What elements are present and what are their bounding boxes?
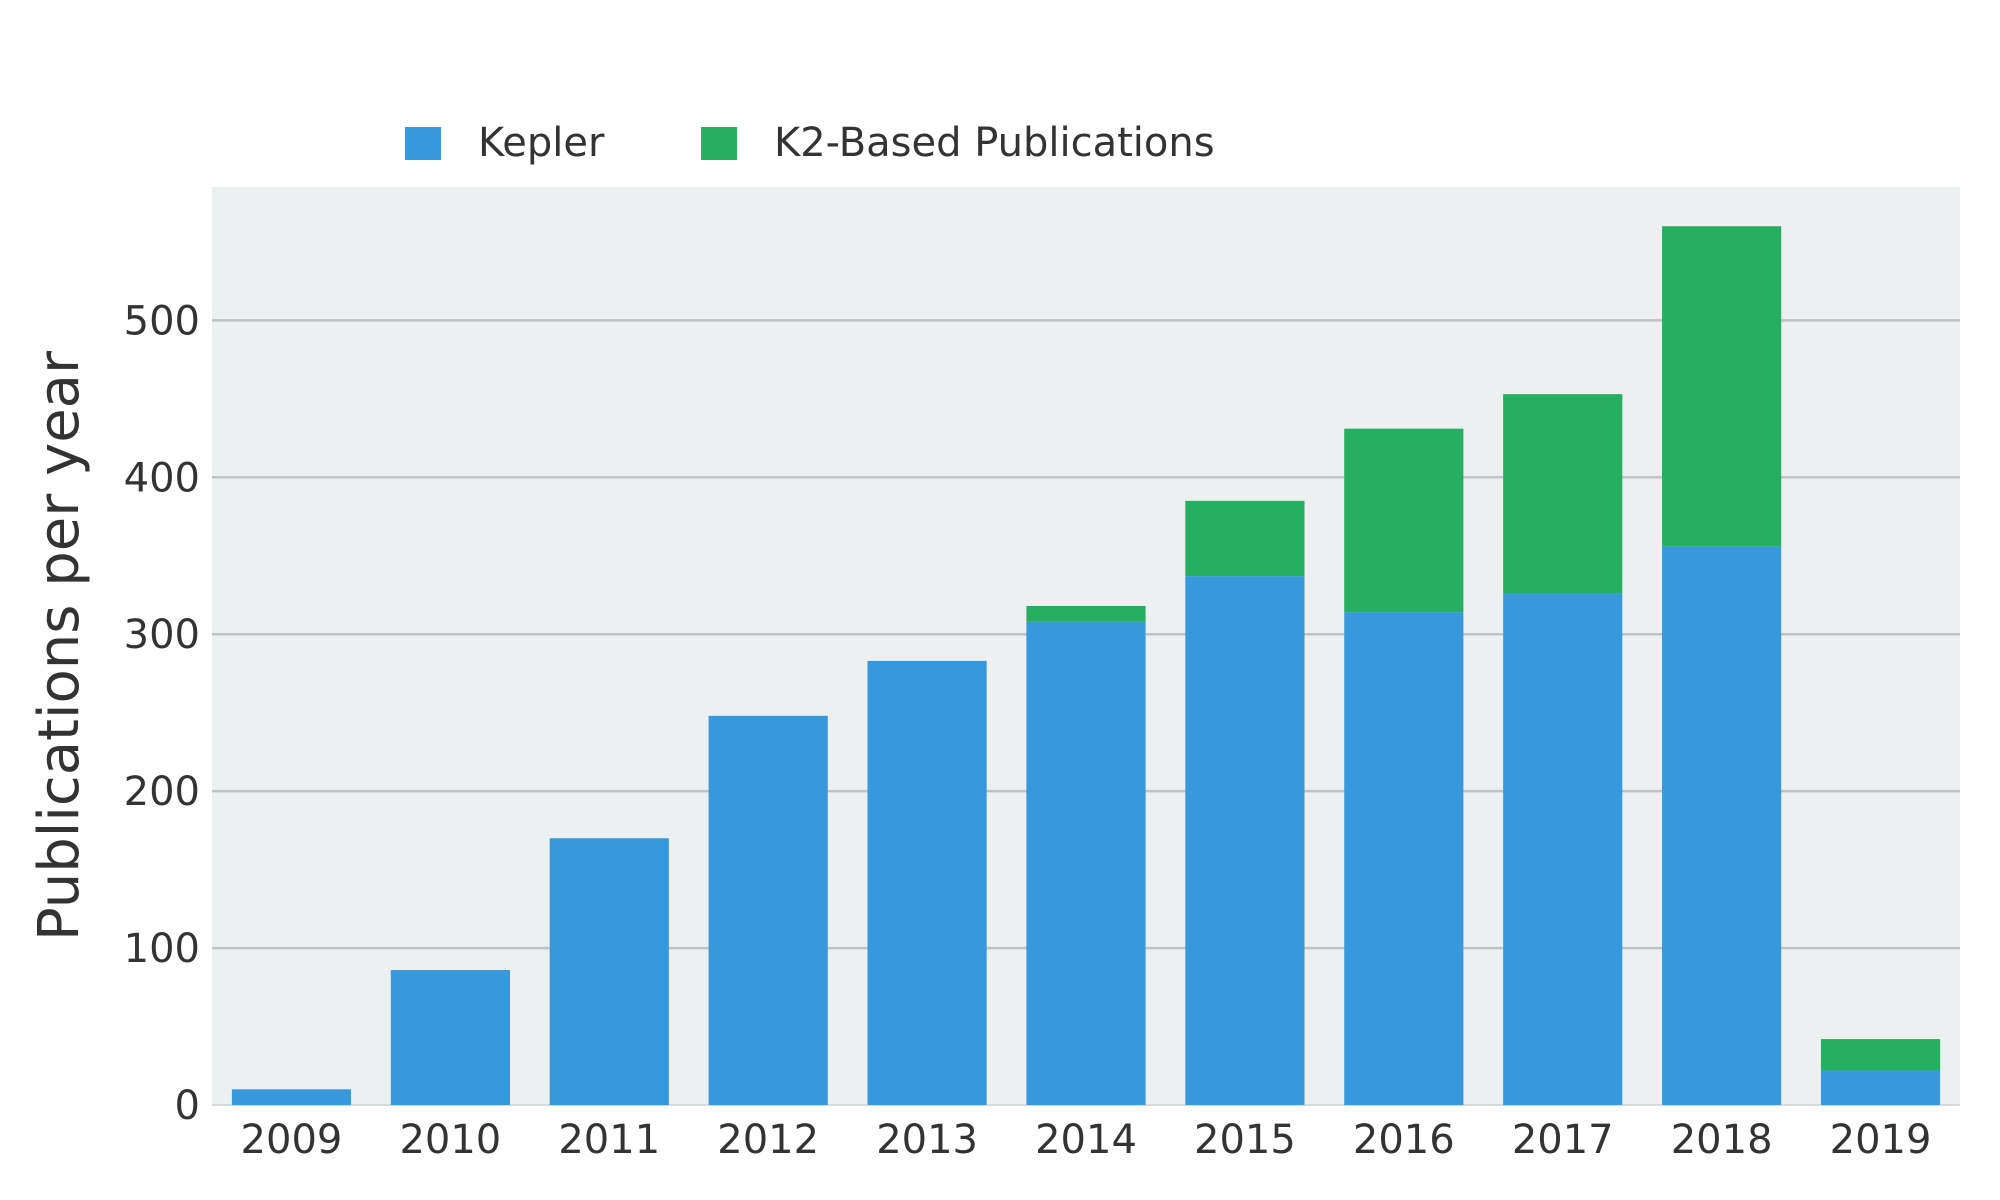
bar-k2-based-publications-2015 <box>1185 500 1305 577</box>
x-tick-label: 2009 <box>241 1117 343 1163</box>
legend: Kepler K2-Based Publications <box>405 120 1215 166</box>
y-tick-labels: 0 100 200 300 400 500 <box>124 298 200 1129</box>
bar-kepler-2013 <box>867 660 987 1105</box>
legend-swatch-0 <box>405 127 441 160</box>
y-axis-title: Publications per year <box>27 350 92 941</box>
x-tick-labels: 2009 2010 2011 2012 2013 2014 2015 2016 2017 2018… <box>241 1117 1932 1163</box>
bar-kepler-2015 <box>1185 576 1305 1105</box>
legend-swatch-1 <box>701 127 737 160</box>
legend-label-1: K2-Based Publications <box>774 120 1215 166</box>
y-tick-label: 500 <box>124 298 200 344</box>
x-tick-label: 2012 <box>717 1117 819 1163</box>
x-tick-label: 2016 <box>1353 1117 1455 1163</box>
y-tick-label: 300 <box>124 612 200 658</box>
y-tick-label: 200 <box>124 769 200 815</box>
y-tick-label: 100 <box>124 926 200 972</box>
legend-label-0: Kepler <box>478 120 605 166</box>
y-tick-label: 0 <box>175 1083 200 1129</box>
bar-k2-based-publications-2016 <box>1344 428 1464 613</box>
bar-k2-based-publications-2018 <box>1662 226 1782 547</box>
bars <box>231 226 1941 1105</box>
x-tick-label: 2010 <box>399 1117 501 1163</box>
bar-kepler-2014 <box>1026 621 1146 1105</box>
x-tick-label: 2018 <box>1671 1117 1773 1163</box>
bar-k2-based-publications-2019 <box>1820 1039 1941 1071</box>
x-tick-label: 2011 <box>558 1117 660 1163</box>
bar-kepler-2019 <box>1820 1070 1941 1105</box>
bar-kepler-2009 <box>231 1089 352 1105</box>
y-tick-label: 400 <box>124 455 200 501</box>
bar-k2-based-publications-2014 <box>1026 605 1146 622</box>
bar-kepler-2017 <box>1503 593 1623 1105</box>
x-tick-label: 2013 <box>876 1117 978 1163</box>
x-tick-label: 2014 <box>1035 1117 1137 1163</box>
x-tick-label: 2017 <box>1512 1117 1614 1163</box>
bar-k2-based-publications-2017 <box>1503 394 1623 594</box>
bar-kepler-2016 <box>1344 612 1464 1105</box>
bar-kepler-2018 <box>1662 546 1782 1105</box>
x-tick-label: 2019 <box>1830 1117 1932 1163</box>
bar-kepler-2010 <box>390 970 510 1105</box>
bar-kepler-2011 <box>549 838 669 1105</box>
x-tick-label: 2015 <box>1194 1117 1296 1163</box>
bar-kepler-2012 <box>708 715 828 1105</box>
